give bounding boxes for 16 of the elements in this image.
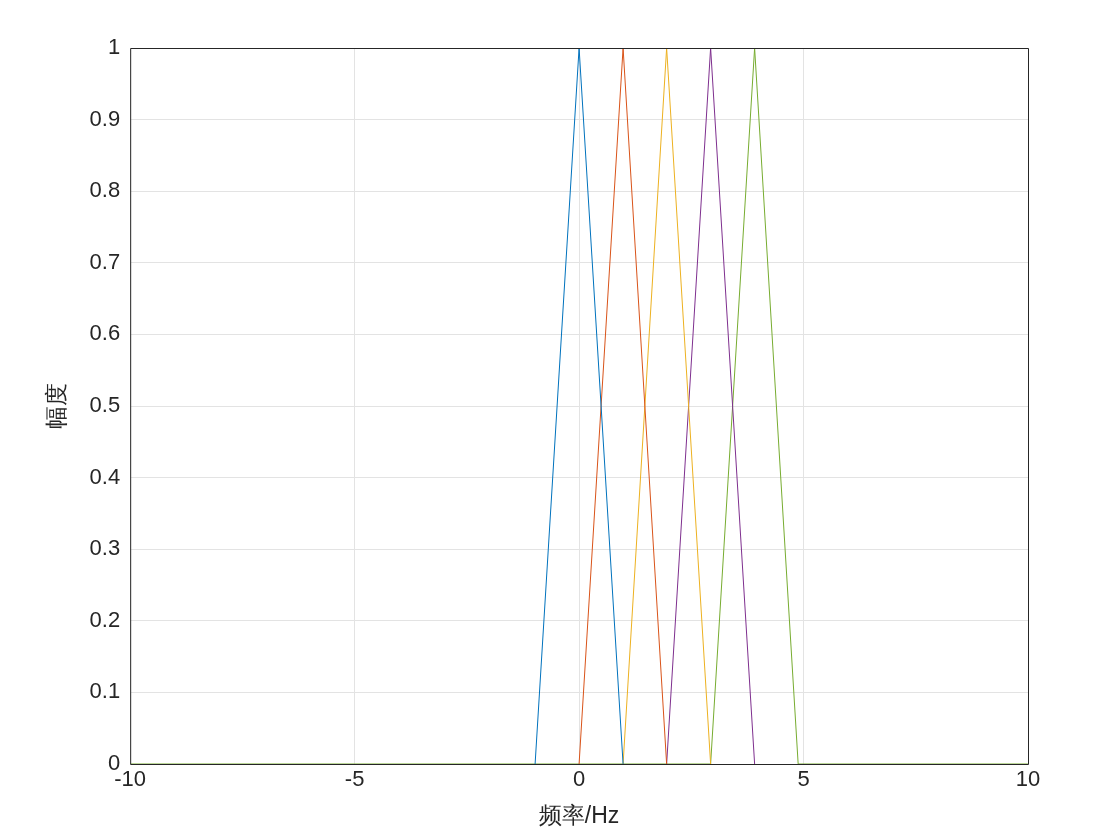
x-tick-label: 0 bbox=[572, 766, 586, 792]
y-axis-title: 幅度 bbox=[43, 383, 70, 429]
x-tick-label: 10 bbox=[1015, 766, 1041, 792]
y-tick-label: 0.6 bbox=[89, 320, 121, 346]
y-tick-label: 0.1 bbox=[89, 678, 121, 704]
y-tick-label: 0.4 bbox=[89, 463, 121, 489]
x-tick-label: 5 bbox=[797, 766, 810, 792]
y-tick-label: 0.2 bbox=[89, 606, 121, 632]
y-tick-label: 0.7 bbox=[89, 248, 121, 274]
y-tick-label: 0.3 bbox=[89, 535, 121, 561]
y-tick-label: 0.5 bbox=[89, 392, 121, 418]
y-tick-label: 0.8 bbox=[89, 177, 121, 203]
x-axis-title: 频率/Hz bbox=[538, 801, 620, 828]
x-tick-label: -5 bbox=[344, 766, 365, 792]
y-tick-label: 1 bbox=[107, 34, 121, 60]
y-tick-label: 0.9 bbox=[89, 105, 121, 131]
